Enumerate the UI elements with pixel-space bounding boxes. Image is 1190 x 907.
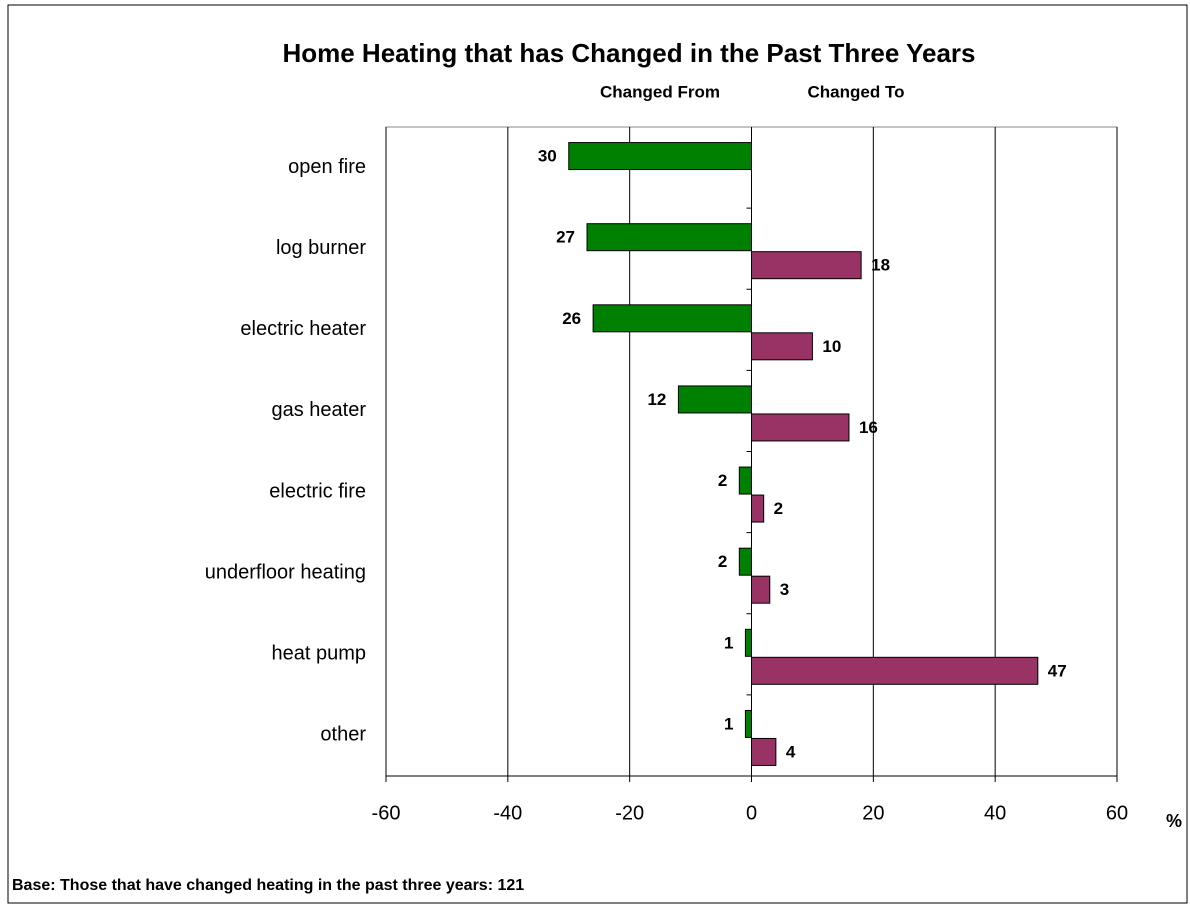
y-tick-label: open fire bbox=[288, 156, 366, 178]
legend-entry: Changed To bbox=[808, 82, 905, 101]
value-label: 18 bbox=[871, 256, 890, 275]
x-tick-label: -40 bbox=[493, 802, 522, 824]
value-label: 16 bbox=[859, 418, 878, 437]
bar bbox=[738, 466, 752, 495]
value-label: 2 bbox=[718, 471, 727, 490]
x-axis-label: % bbox=[1166, 811, 1182, 831]
x-tick-label: 60 bbox=[1106, 802, 1128, 824]
bar bbox=[744, 709, 752, 738]
value-label: 1 bbox=[724, 714, 733, 733]
bar bbox=[586, 223, 753, 252]
x-tick-label: -20 bbox=[615, 802, 644, 824]
bar bbox=[751, 737, 777, 766]
legend-entry: Changed From bbox=[600, 82, 720, 101]
chart-title: Home Heating that has Changed in the Pas… bbox=[282, 38, 975, 68]
y-tick-label: gas heater bbox=[271, 399, 366, 421]
bar bbox=[568, 142, 752, 171]
value-label: 1 bbox=[724, 633, 733, 652]
bar bbox=[751, 332, 813, 361]
value-label: 47 bbox=[1048, 661, 1067, 680]
y-tick-label: electric fire bbox=[269, 480, 366, 502]
bar bbox=[677, 385, 753, 414]
bar bbox=[738, 547, 752, 576]
bar bbox=[751, 251, 862, 280]
y-tick-label: log burner bbox=[276, 237, 366, 259]
y-tick-label: other bbox=[320, 724, 366, 746]
value-label: 2 bbox=[774, 499, 783, 518]
value-label: 10 bbox=[822, 337, 841, 356]
bar bbox=[592, 304, 752, 333]
x-tick-label: 0 bbox=[746, 802, 757, 824]
value-label: 4 bbox=[786, 742, 796, 761]
value-label: 26 bbox=[562, 309, 581, 328]
value-label: 12 bbox=[647, 390, 666, 409]
y-tick-label: underfloor heating bbox=[205, 561, 366, 583]
bar bbox=[751, 656, 1039, 685]
value-label: 3 bbox=[780, 580, 789, 599]
value-label: 30 bbox=[538, 147, 557, 166]
value-label: 27 bbox=[556, 228, 575, 247]
x-tick-label: 40 bbox=[984, 802, 1006, 824]
bar bbox=[751, 575, 771, 604]
bar bbox=[751, 413, 850, 442]
y-tick-label: electric heater bbox=[240, 318, 366, 340]
bar bbox=[751, 494, 765, 523]
chart-border bbox=[7, 4, 1188, 904]
x-tick-label: -60 bbox=[372, 802, 401, 824]
footnote: Base: Those that have changed heating in… bbox=[12, 877, 524, 894]
x-tick-label: 20 bbox=[862, 802, 884, 824]
value-label: 2 bbox=[718, 552, 727, 571]
y-tick-label: heat pump bbox=[271, 643, 366, 665]
bar bbox=[744, 628, 752, 657]
